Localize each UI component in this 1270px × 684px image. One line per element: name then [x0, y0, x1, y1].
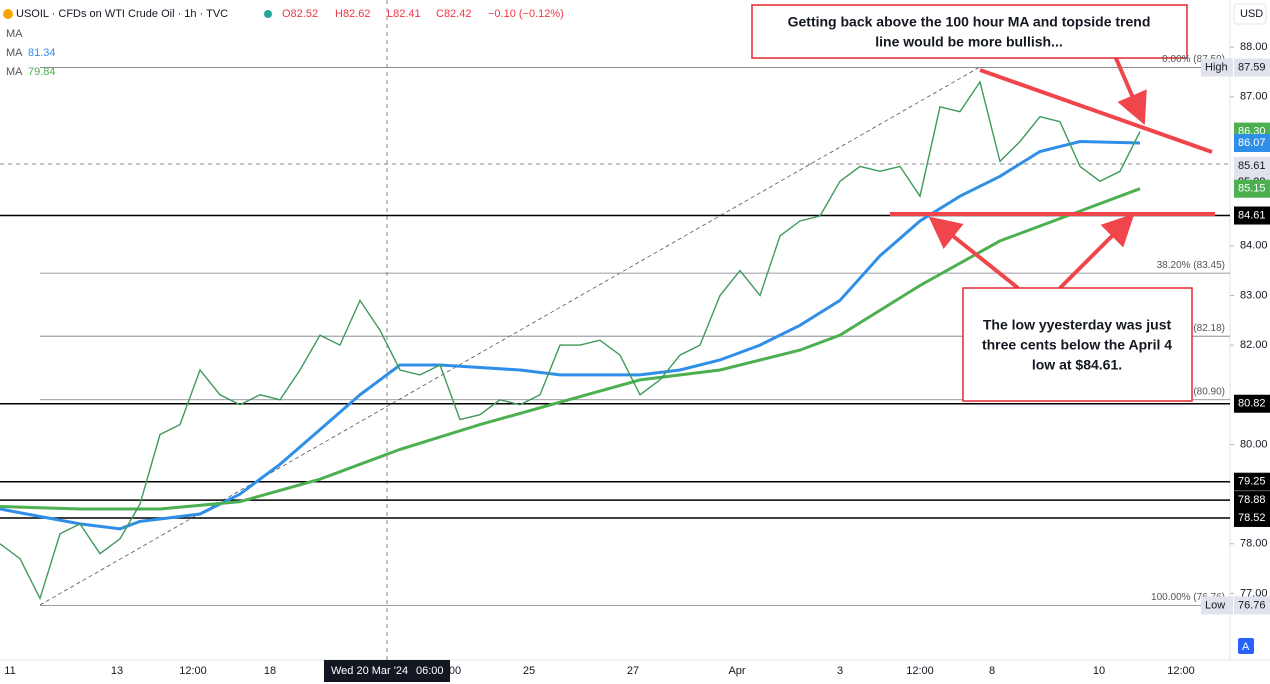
annotation-text: The low yyesterday was just [983, 317, 1172, 333]
annotation-text: line would be more bullish... [875, 34, 1062, 50]
fib-label: (82.18) [1193, 323, 1225, 334]
x-tick-label: Apr [728, 665, 745, 677]
price-badge-label: 85.61 [1238, 160, 1266, 172]
fib-label: 0.00% (87.59) [1162, 54, 1225, 65]
price-badge-label: 79.25 [1238, 476, 1266, 488]
currency[interactable]: USD [1240, 8, 1263, 20]
ohlc: −0.10 (−0.12%) [488, 8, 564, 20]
price-badge [1234, 179, 1270, 198]
price-badge [1234, 58, 1270, 77]
annotation-text: low at $84.61. [1032, 357, 1122, 373]
price-badge [1234, 156, 1270, 175]
y-tick-label: 82.00 [1240, 339, 1268, 351]
price-tag-label: High [1205, 61, 1228, 73]
x-tick-label: 3 [837, 665, 843, 677]
symbol[interactable]: USOIL · CFDs on WTI Crude Oil · 1h · TVC [16, 8, 228, 20]
ohlc: O82.52 [282, 8, 318, 20]
y-tick-label: 77.00 [1240, 587, 1268, 599]
price-tag [1201, 58, 1233, 77]
x-tick-label: 11 [4, 665, 15, 677]
price-line [0, 80, 1141, 601]
fib-label: (80.90) [1193, 386, 1225, 397]
y-tick-label: 88.00 [1240, 41, 1268, 53]
fib-label: 38.20% (83.45) [1157, 260, 1225, 271]
price-badge [1234, 491, 1270, 510]
x-tick-label: 27 [627, 665, 639, 677]
price-badge [1234, 394, 1270, 413]
price-badge-label: 84.61 [1238, 209, 1266, 221]
ohlc: C82.42 [436, 8, 471, 20]
price-badge [1234, 206, 1270, 225]
price-badge-label: 78.52 [1238, 512, 1266, 524]
y-tick-label: 83.00 [1240, 289, 1268, 301]
price-badge [1234, 596, 1270, 615]
y-tick-label: 84.00 [1240, 240, 1268, 252]
annotation-text: Getting back above the 100 hour MA and t… [788, 14, 1151, 30]
y-tick-label: 80.00 [1240, 438, 1268, 450]
legend-label: MA [6, 28, 23, 40]
price-badge-label: 78.88 [1238, 494, 1266, 506]
ohlc: L82.41 [387, 8, 421, 20]
price-badge-label: 85.15 [1238, 183, 1266, 195]
price-badge-label: 87.59 [1238, 61, 1266, 73]
price-tag-label: Low [1205, 599, 1225, 611]
price-badge-label: 80.82 [1238, 398, 1266, 410]
legend-value: 81.34 [28, 47, 56, 59]
legend-label[interactable]: MA [6, 47, 23, 59]
y-tick-label: 78.00 [1240, 538, 1268, 550]
ohlc: H82.62 [335, 8, 370, 20]
x-tick-label: 10 [1093, 665, 1105, 677]
price-tag [1201, 596, 1233, 615]
moving-average [0, 187, 1141, 511]
price-badge [1234, 508, 1270, 527]
x-tick-label: 18 [264, 665, 276, 677]
x-tick-label: 12:00 [906, 665, 934, 677]
price-badge-label: 76.76 [1238, 599, 1266, 611]
price-badge [1234, 134, 1270, 153]
crosshair-label: Wed 20 Mar '24 [331, 665, 408, 677]
header: USOIL · CFDs on WTI Crude Oil · 1h · TVC… [3, 3, 1267, 654]
x-tick-label: 12:00 [1167, 665, 1195, 677]
x-tick-label: 12:00 [179, 665, 207, 677]
price-badge-label: 86.07 [1238, 137, 1266, 149]
fib-label: 100.00% (76.76) [1151, 592, 1225, 603]
x-tick-label: 8 [989, 665, 995, 677]
price-badge [1234, 472, 1270, 491]
auto-scale[interactable]: A [1242, 641, 1250, 653]
crosshair-label: 06:00 [416, 665, 444, 677]
legend-value: 79.84 [28, 66, 56, 78]
x-tick-label: 25 [523, 665, 535, 677]
x-tick-label: 13 [111, 665, 123, 677]
moving-average [0, 139, 1141, 531]
crosshair-badge [324, 660, 450, 682]
x-tick-label: 00 [449, 665, 461, 677]
y-tick-label: 87.00 [1240, 91, 1268, 103]
annotation-text: three cents below the April 4 [982, 337, 1172, 353]
legend-label[interactable]: MA [6, 66, 23, 78]
annotation-drawings [751, 4, 1215, 402]
